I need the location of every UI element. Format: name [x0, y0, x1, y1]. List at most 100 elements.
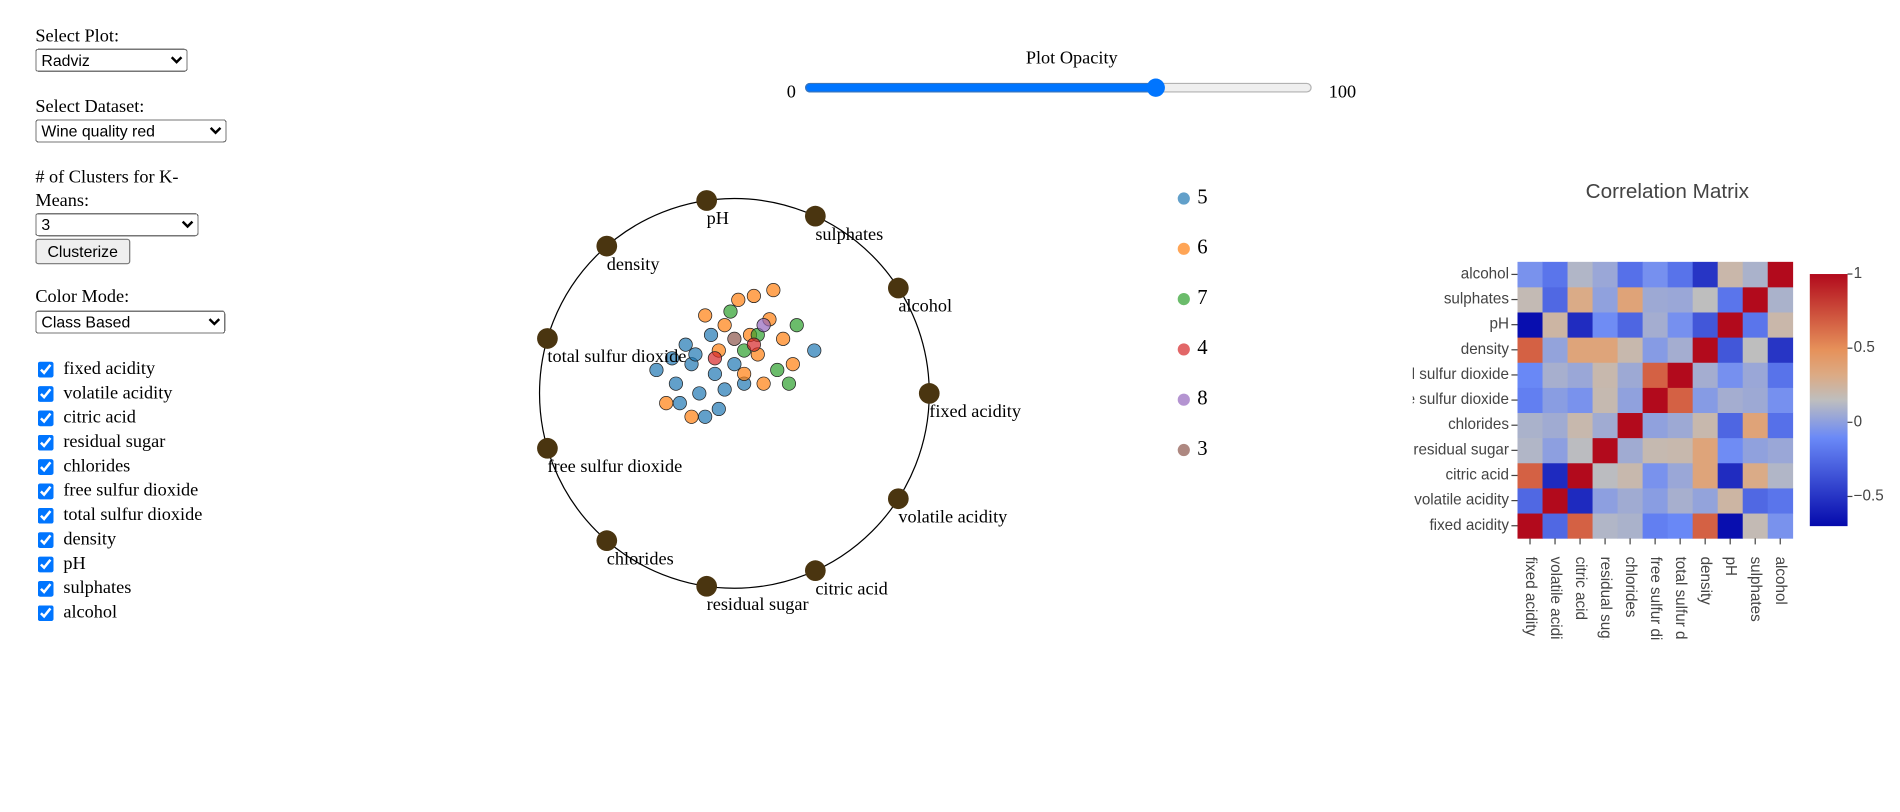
heatmap-cell: [1592, 337, 1618, 363]
heatmap-cell: [1717, 261, 1744, 288]
feature-checkbox-row[interactable]: citric acid: [37, 407, 136, 429]
heatmap-cell: [1567, 337, 1593, 363]
heatmap-cell: [1767, 286, 1794, 313]
feature-label: density: [63, 529, 117, 550]
point: [649, 362, 664, 378]
feature-checkbox[interactable]: [37, 458, 54, 475]
anchor: [804, 205, 826, 227]
x-tick-label: citric acid: [1572, 557, 1589, 620]
anchor: [887, 277, 909, 299]
heatmap-cell: [1767, 462, 1794, 489]
feature-checkbox-row[interactable]: density: [37, 529, 117, 551]
anchor-label: citric acid: [815, 578, 887, 598]
feature-checkbox-row[interactable]: total sulfur dioxide: [37, 504, 202, 526]
heatmap-cell: [1742, 462, 1769, 489]
anchor-label: alcohol: [898, 296, 952, 316]
heatmap-cell: [1567, 286, 1593, 313]
heatmap-cell: [1542, 462, 1568, 489]
feature-checkbox-row[interactable]: fixed acidity: [37, 358, 155, 380]
point: [785, 357, 800, 372]
colorbar-tick-label: −0.5: [1854, 487, 1884, 504]
point: [723, 304, 738, 319]
heatmap-cell: [1567, 462, 1593, 489]
point: [664, 351, 680, 366]
heatmap-cell: [1592, 362, 1618, 388]
feature-checkbox-row[interactable]: free sulfur dioxide: [37, 480, 199, 502]
heatmap-cell: [1667, 286, 1694, 313]
feature-checkbox[interactable]: [37, 482, 54, 499]
opacity-slider[interactable]: [803, 77, 1313, 98]
heatmap-cell: [1642, 286, 1669, 313]
feature-checkbox[interactable]: [37, 555, 54, 572]
point: [692, 386, 707, 401]
point: [731, 292, 746, 307]
anchor: [537, 437, 558, 459]
heatmap-cell: [1692, 462, 1719, 489]
feature-checkbox[interactable]: [37, 507, 54, 524]
feature-checkbox-row[interactable]: volatile acidity: [37, 382, 173, 404]
legend-marker: [1177, 242, 1190, 255]
anchor-label: total sulfur dioxide: [547, 346, 686, 366]
dataset-select[interactable]: Wine quality red: [35, 119, 227, 143]
feature-checkbox-row[interactable]: sulphates: [37, 577, 132, 599]
anchor-label: residual sugar: [707, 594, 809, 614]
point: [766, 283, 781, 298]
heatmap-cell: [1542, 286, 1568, 313]
point: [746, 288, 761, 304]
heatmap-cell: [1567, 437, 1593, 464]
feature-checkbox[interactable]: [37, 604, 54, 621]
colorbar: [1809, 274, 1848, 527]
heatmap-cell: [1642, 513, 1669, 539]
clusters-select[interactable]: 3: [35, 213, 199, 237]
slider-label: Plot Opacity: [1025, 48, 1118, 69]
feature-checkbox-row[interactable]: alcohol: [37, 602, 117, 624]
heatmap-cell: [1667, 362, 1694, 388]
heatmap-cell: [1517, 362, 1543, 388]
heatmap-cell: [1592, 261, 1618, 288]
anchor: [696, 190, 718, 211]
heatmap-cell: [1717, 437, 1744, 464]
point: [707, 366, 722, 381]
feature-checkbox-row[interactable]: pH: [37, 553, 86, 575]
heatmap-cell: [1517, 513, 1543, 539]
y-tick-label: citric acid: [1446, 466, 1509, 483]
anchor-label: chlorides: [607, 548, 674, 568]
feature-checkbox-row[interactable]: chlorides: [37, 455, 131, 477]
feature-checkbox[interactable]: [37, 409, 54, 426]
heatmap-cell: [1667, 312, 1694, 338]
heatmap-cell: [1692, 362, 1719, 388]
feature-label: sulphates: [63, 578, 132, 598]
clusterize-button[interactable]: Clusterize: [35, 238, 131, 265]
legend-marker: [1177, 293, 1190, 306]
heatmap-cell: [1542, 412, 1568, 439]
plot-label: Select Plot:: [35, 26, 120, 47]
feature-checkbox[interactable]: [37, 385, 54, 402]
slider-min: 0: [786, 82, 796, 103]
heatmap-cell: [1542, 261, 1568, 288]
point: [717, 318, 732, 333]
heatmap-cell: [1517, 387, 1543, 414]
heatmap-cell: [1692, 337, 1719, 363]
heatmap-cell: [1767, 412, 1794, 439]
heatmap-cell: [1667, 261, 1694, 288]
feature-label: residual sugar: [63, 432, 166, 452]
heatmap-cell: [1742, 337, 1769, 363]
feature-checkbox[interactable]: [37, 361, 54, 377]
x-tick-label: density: [1697, 557, 1714, 606]
heatmap-cell: [1567, 387, 1593, 414]
feature-checkbox[interactable]: [37, 531, 54, 548]
heatmap-cell: [1642, 362, 1669, 388]
point: [770, 362, 785, 378]
heatmap-cell: [1692, 387, 1719, 414]
color-mode-select[interactable]: Class Based: [35, 310, 226, 334]
plot-select[interactable]: Radviz: [35, 48, 188, 72]
heatmap-cell: [1667, 337, 1694, 363]
point: [781, 376, 797, 391]
heatmap-cell: [1692, 286, 1719, 313]
feature-checkbox-row[interactable]: residual sugar: [37, 431, 166, 453]
feature-checkbox[interactable]: [37, 580, 54, 597]
heatmap-cell: [1592, 513, 1618, 539]
point: [807, 343, 822, 358]
feature-checkbox[interactable]: [37, 434, 54, 451]
